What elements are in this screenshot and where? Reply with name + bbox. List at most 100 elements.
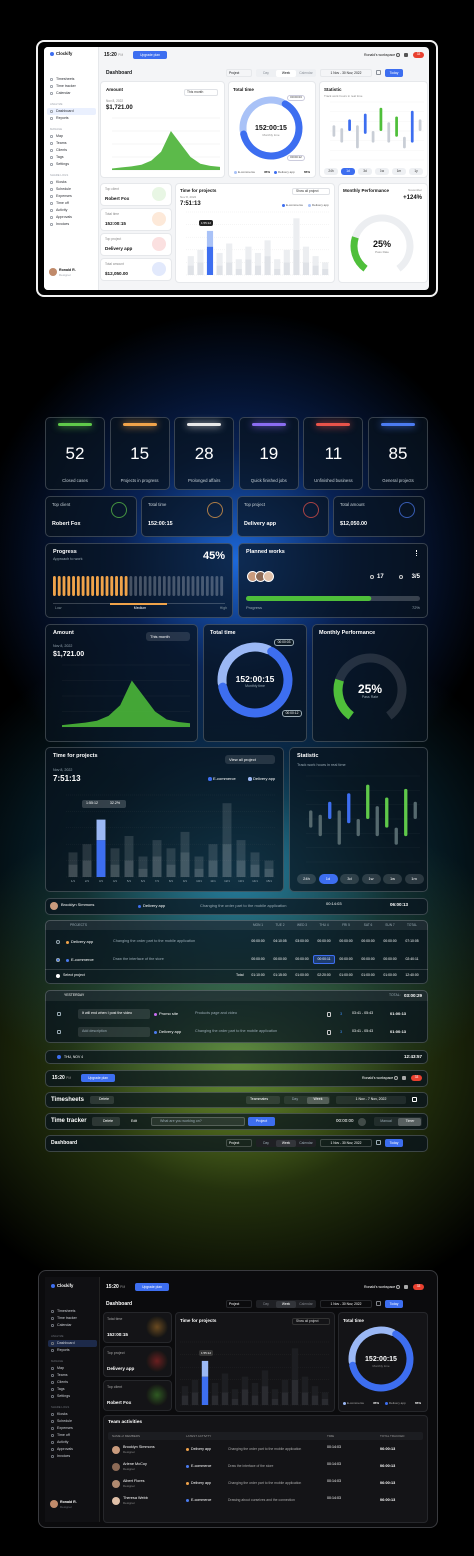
avatar xyxy=(112,1463,120,1471)
text: Edit xyxy=(131,1118,138,1123)
progress-segment xyxy=(162,576,166,596)
text: Designer xyxy=(60,1505,73,1509)
text: Delete xyxy=(103,1118,114,1123)
candle-chart xyxy=(306,775,420,863)
column-header: PROJECTS xyxy=(70,922,88,927)
nav-icon xyxy=(51,1388,54,1391)
nav-item: Map xyxy=(56,134,63,138)
text: 1d xyxy=(325,876,331,881)
progress-segment xyxy=(91,576,95,596)
gauge-chart xyxy=(350,214,414,272)
bar-segment xyxy=(274,268,281,275)
segment-active xyxy=(276,69,296,77)
progress-segment xyxy=(191,576,195,596)
avatar xyxy=(263,571,274,582)
nav-icon xyxy=(51,1427,54,1430)
range-button xyxy=(341,168,355,175)
text: Nov 8, 2022 xyxy=(106,99,124,103)
text: Timesheets xyxy=(51,1097,84,1103)
nav-icon xyxy=(50,223,53,226)
text: 00:14:03 xyxy=(327,1496,341,1500)
text: Total xyxy=(236,973,244,977)
nav-icon xyxy=(50,188,53,191)
today-button xyxy=(385,1300,403,1308)
legend-label: Delivery app xyxy=(312,203,329,207)
dropdown xyxy=(246,1096,280,1104)
nav-item: Teams xyxy=(57,1373,68,1377)
column-header: LATEST ACTIVITY xyxy=(186,1433,212,1438)
area xyxy=(112,131,220,170)
text: Today xyxy=(389,1301,399,1306)
legend-swatch xyxy=(343,1402,346,1405)
text: 00:00:00 xyxy=(361,939,375,943)
text: 32.2% xyxy=(109,801,121,805)
text: Total time xyxy=(233,87,254,92)
today-button xyxy=(385,69,403,77)
stat-label: General projects xyxy=(382,478,414,483)
nav-icon xyxy=(51,1374,54,1377)
nav-icon xyxy=(50,195,53,198)
stat-value: 85 xyxy=(388,444,408,463)
time-badge xyxy=(287,95,305,101)
text: 1:55:12 xyxy=(200,220,212,225)
nav-section: SHARE LOGS xyxy=(50,173,69,177)
nav-icon xyxy=(51,1381,54,1384)
progress-segment xyxy=(76,576,80,596)
area xyxy=(62,680,190,727)
progress-segment xyxy=(215,576,219,596)
tooltip xyxy=(82,800,126,808)
range-button xyxy=(404,874,424,884)
text: Ronald R. xyxy=(60,1500,77,1504)
candle xyxy=(371,131,375,143)
column-header: TOTAL xyxy=(407,922,417,927)
bar-segment xyxy=(293,218,300,250)
progress-segment xyxy=(100,576,104,596)
nav-item: Dashboard xyxy=(56,109,74,113)
text: Top client xyxy=(52,502,71,507)
nav-active xyxy=(47,108,96,115)
text: Show all project xyxy=(296,189,319,193)
text: Delivery app xyxy=(244,521,277,527)
bar-segment xyxy=(322,262,329,269)
stat-card xyxy=(174,417,235,490)
candle xyxy=(340,128,344,143)
candle xyxy=(418,119,422,131)
info-icon xyxy=(152,187,166,201)
text: Delivery app xyxy=(159,1029,182,1034)
bar-segment xyxy=(321,1398,329,1405)
donut-segment xyxy=(240,100,303,160)
nav-icon xyxy=(51,1367,54,1370)
text: 25% xyxy=(372,239,392,249)
nav-item: Kiosks xyxy=(57,1412,68,1416)
progress-segment xyxy=(124,576,128,596)
text: Promo site xyxy=(159,1011,179,1016)
progress-bar xyxy=(246,596,420,601)
text: Day xyxy=(291,1097,299,1101)
notification-badge xyxy=(413,52,424,58)
dropdown xyxy=(226,69,252,77)
nav-item: Settings xyxy=(56,162,69,166)
text: Time for projects xyxy=(180,188,217,193)
text: 152:00:15 xyxy=(105,221,126,226)
nav-item: Settings xyxy=(57,1394,70,1398)
text: 00:00:00 xyxy=(339,939,353,943)
checkbox xyxy=(56,940,60,944)
legend-swatch xyxy=(385,1402,388,1405)
text: 01:00:13 xyxy=(390,1029,407,1034)
nav-item: Schedule xyxy=(57,1419,72,1423)
nav-icon xyxy=(50,117,53,120)
text: 24h xyxy=(328,169,334,173)
text: Total time xyxy=(105,212,120,216)
text: Robert Fox xyxy=(105,196,130,201)
candle xyxy=(404,788,408,837)
text: Ronald's workspace xyxy=(362,1075,394,1080)
progress-segment xyxy=(148,576,152,596)
nav-icon xyxy=(51,1441,54,1444)
bar-segment xyxy=(311,1395,319,1405)
text: Project xyxy=(255,1118,268,1123)
text: Week xyxy=(281,1301,291,1306)
text: 00:14:03 xyxy=(327,1462,341,1466)
bar-segment xyxy=(235,259,242,269)
bar-segment xyxy=(251,1395,259,1405)
x-tick-label: 15/1 xyxy=(266,879,272,883)
